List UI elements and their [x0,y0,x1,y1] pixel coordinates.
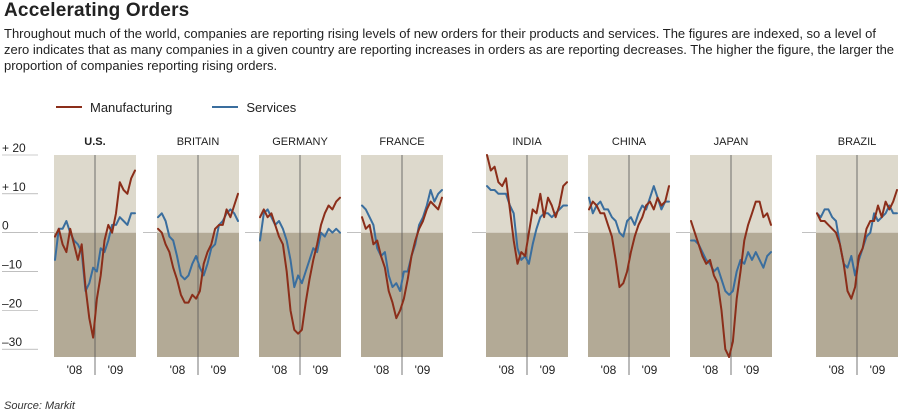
x-tick-label: '08 [829,363,845,377]
legend-item-services: Services [212,100,296,115]
panel-title-britain: BRITAIN [177,136,220,148]
series-line-services-china [588,185,670,238]
x-tick-label: '08 [499,363,515,377]
y-tick-label: 0 [2,219,9,233]
x-tick-label: '08 [170,363,186,377]
x-tick-label: '09 [870,363,886,377]
y-tick-label: –10 [2,258,22,272]
panel-title-japan: JAPAN [714,136,749,148]
y-tick-label: + 10 [2,180,26,194]
series-line-manufacturing-france [361,196,443,320]
legend-label-manufacturing: Manufacturing [90,99,173,115]
x-tick-label: '09 [211,363,227,377]
legend-swatch-manufacturing [56,106,82,108]
y-tick-label: –30 [2,335,22,349]
x-tick-label: '09 [313,363,329,377]
x-tick-label: '08 [601,363,617,377]
panel-title-brazil: BRAZIL [838,136,877,148]
x-tick-label: '08 [67,363,83,377]
series-line-manufacturing-brazil [816,189,898,300]
legend-label-services: Services [246,99,297,115]
x-tick-label: '08 [272,363,288,377]
x-tick-label: '08 [703,363,719,377]
series-line-manufacturing-india [486,154,568,265]
series-line-services-france [361,189,443,292]
x-tick-label: '09 [108,363,124,377]
y-tick-label: + 20 [2,141,26,155]
source-note: Source: Markit [4,400,75,412]
series-line-manufacturing-u-s [54,169,136,339]
x-tick-label: '09 [415,363,431,377]
series-line-manufacturing-china [588,185,670,289]
chart-title: Accelerating Orders [4,0,190,21]
legend-swatch-services [212,106,239,108]
intro-text: Throughout much of the world, companies … [4,26,895,73]
panel-title-u-s: U.S. [84,136,105,148]
legend: Manufacturing Services [56,98,336,116]
panel-title-france: FRANCE [379,136,424,148]
series-line-manufacturing-germany [259,196,341,335]
panel-title-germany: GERMANY [272,136,328,148]
series-line-services-u-s [54,212,136,292]
x-tick-label: '09 [642,363,658,377]
panel-title-india: INDIA [512,136,542,148]
x-tick-label: '08 [374,363,390,377]
y-tick-label: –20 [2,296,22,310]
legend-item-manufacturing: Manufacturing [56,100,172,115]
series-line-manufacturing-britain [157,192,239,304]
series-line-services-india [486,185,568,265]
series-line-services-japan [690,239,772,296]
x-tick-label: '09 [744,363,760,377]
x-tick-label: '09 [540,363,556,377]
series-line-manufacturing-japan [690,200,772,358]
panel-title-china: CHINA [612,136,647,148]
